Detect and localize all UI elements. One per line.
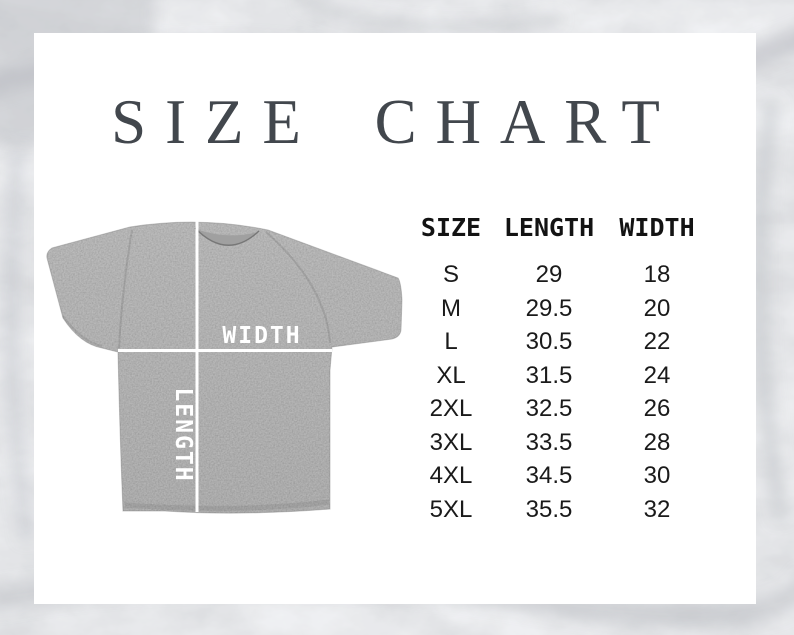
cell-width: 18 <box>643 261 671 288</box>
cell-length: 34.5 <box>525 462 573 489</box>
cell-length: 29 <box>535 261 563 288</box>
cell-width: 28 <box>643 428 671 456</box>
fabric-texture <box>46 222 402 514</box>
cell-length: 33.5 <box>525 428 573 456</box>
collar-opening <box>194 227 260 246</box>
cell-width: 22 <box>643 328 671 355</box>
cell-size: 4XL <box>429 462 473 489</box>
tshirt-diagram: WIDTH LENGTH <box>46 220 403 514</box>
cell-size: 2XL <box>429 395 473 422</box>
column-header-size: SIZE <box>420 213 482 242</box>
collar <box>196 229 258 246</box>
cell-width: 20 <box>643 294 671 322</box>
column-header-width: WIDTH <box>619 213 695 242</box>
cell-length: 35.5 <box>525 495 573 523</box>
cell-width: 30 <box>643 462 671 489</box>
cell-width: 24 <box>643 361 671 389</box>
cell-length: 30.5 <box>525 328 573 355</box>
page-title: SIZE CHART <box>111 87 679 157</box>
cell-size: 3XL <box>429 428 473 456</box>
length-label: LENGTH <box>170 387 196 482</box>
size-table-body: S 29 18 M 29.5 20 L 30.5 22 XL 31.5 24 2… <box>401 258 717 526</box>
cell-size: 5XL <box>429 495 473 523</box>
width-label: WIDTH <box>222 323 301 349</box>
cell-width: 26 <box>643 395 671 422</box>
cell-size: XL <box>436 361 466 389</box>
size-table-header: SIZE LENGTH WIDTH <box>401 210 717 246</box>
card: SIZE CHART <box>34 33 756 604</box>
cell-size: S <box>442 261 459 288</box>
cell-length: 32.5 <box>525 395 573 422</box>
cell-size: M <box>441 294 461 322</box>
cell-length: 31.5 <box>525 361 573 389</box>
cell-length: 29.5 <box>525 294 573 322</box>
cell-width: 32 <box>643 495 671 523</box>
column-header-length: LENGTH <box>503 213 595 242</box>
cell-size: L <box>444 328 458 355</box>
